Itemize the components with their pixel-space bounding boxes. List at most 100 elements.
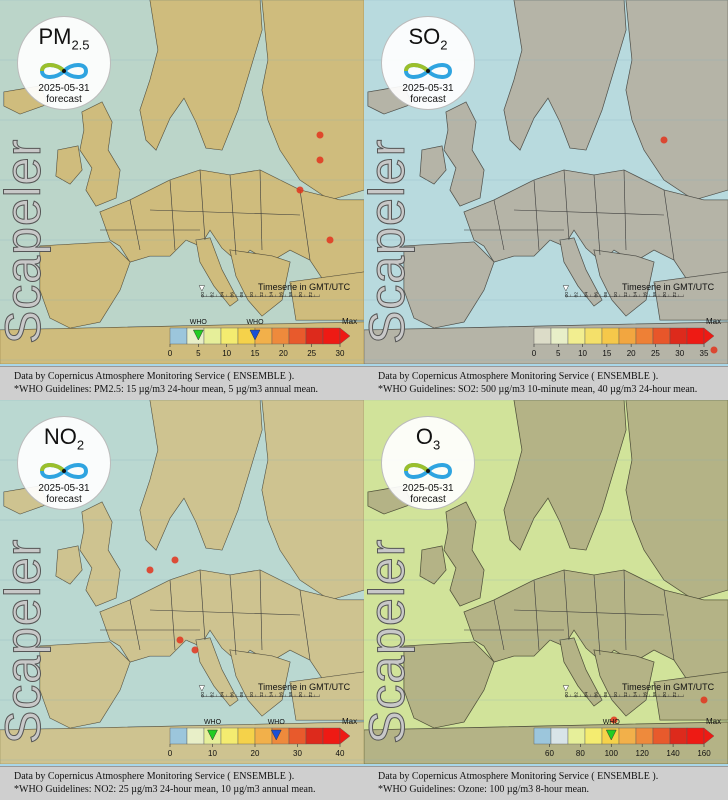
timeline-hour-label: 22	[672, 292, 678, 298]
timeline-hour-label: 22	[308, 692, 314, 698]
timeline-hour-label: 00	[564, 292, 570, 298]
who-guideline-marker	[270, 729, 282, 741]
timeline-hour-label: 12	[623, 292, 629, 298]
legend-tick-label: 35	[700, 349, 709, 358]
timeline-hour-label: 22	[308, 292, 314, 298]
land-shape	[503, 0, 627, 151]
country-border	[663, 589, 675, 661]
pollution-overlay-land	[40, 642, 130, 728]
pollution-overlay-land	[594, 250, 654, 316]
country-border	[513, 609, 665, 616]
legend-tick-label: 30	[293, 749, 302, 758]
country-border	[493, 599, 505, 651]
legend-tick-label: 140	[666, 749, 680, 758]
data-source-caption: Data by Copernicus Atmosphere Monitoring…	[0, 766, 364, 800]
current-time-marker[interactable]	[562, 285, 570, 292]
pollution-overlay-land	[404, 642, 494, 728]
timeline-slider[interactable]: 00 02 04 06 08 10 12 14 16 18 20 22	[534, 280, 714, 298]
timeline-hour-label: 20	[662, 692, 668, 698]
legend-color-bin	[635, 727, 654, 745]
pollution-overlay-land	[262, 400, 364, 600]
legend-tick-label: 5	[196, 349, 201, 358]
caption-who-line: *WHO Guidelines: NO2: 25 µg/m3 24-hour m…	[14, 784, 316, 795]
legend-color-bin	[254, 727, 273, 745]
pollutant-main: O	[415, 424, 433, 449]
current-time-marker[interactable]	[562, 685, 570, 692]
legend-tick-label: 20	[251, 749, 260, 758]
land-shape	[419, 545, 447, 585]
legend-color-bin	[550, 327, 569, 345]
forecast-label: forecast	[410, 94, 446, 106]
legend-tick-label: 160	[697, 749, 711, 758]
timeline-hour-label: 06	[593, 692, 599, 698]
current-time-marker[interactable]	[198, 685, 206, 692]
current-time-marker[interactable]	[198, 285, 206, 292]
legend-color-bin	[271, 327, 290, 345]
legend-tick-label: 0	[168, 749, 173, 758]
legend-color-bin	[237, 727, 256, 745]
who-guideline-marker	[192, 329, 204, 341]
timeline-slider[interactable]: 00 02 04 06 08 10 12 14 16 18 20 22	[170, 680, 350, 698]
legend-tick-label: 20	[279, 349, 288, 358]
forecast-date: 2025-05-31	[402, 483, 454, 495]
legend-max-label: Max	[706, 317, 721, 326]
forecast-label: forecast	[410, 494, 446, 506]
pollution-overlay-land	[464, 570, 728, 700]
hotspot	[146, 566, 154, 574]
pollution-overlay-land	[290, 672, 364, 720]
pollution-overlay-land	[420, 546, 446, 584]
legend-max-arrow	[703, 727, 715, 745]
pollution-overlay-land	[626, 0, 728, 200]
country-border	[623, 569, 627, 651]
hotspot	[610, 716, 618, 724]
legend-tick-label: 40	[336, 749, 345, 758]
pollutant-badge: SO2 2025-05-31 forecast	[381, 16, 475, 110]
timeline-hour-label: 10	[613, 692, 619, 698]
timeline-hour-label: 04	[584, 692, 590, 698]
pollutant-main: SO	[408, 24, 441, 49]
pollution-overlay-land	[230, 250, 290, 316]
country-border	[593, 174, 601, 256]
country-border	[593, 574, 601, 656]
country-border	[493, 199, 505, 251]
data-source-caption: Data by Copernicus Atmosphere Monitoring…	[364, 366, 728, 400]
pollution-overlay-land	[100, 570, 364, 700]
timeline-hour-label: 06	[593, 292, 599, 298]
forecast-date: 2025-05-31	[38, 483, 90, 495]
legend-color-bin	[686, 327, 705, 345]
pollution-overlay-land	[560, 238, 602, 306]
legend-color-bin	[669, 727, 688, 745]
timeline-slider[interactable]: 00 02 04 06 08 10 12 14 16 18 20 22	[170, 280, 350, 298]
legend-tick-label: 25	[651, 349, 660, 358]
pollutant-name: SO2	[382, 25, 474, 57]
country-border	[229, 174, 237, 256]
timeline-hour-label: 04	[220, 692, 226, 698]
europe-map[interactable]	[0, 0, 364, 364]
legend-tick-label: 20	[627, 349, 636, 358]
who-label: WHO	[204, 719, 222, 726]
panel-pm25: Scapeler PM2.5 2025-05-31 forecast Timeserie…	[0, 0, 364, 400]
forecast-date: 2025-05-31	[402, 83, 454, 95]
legend-color-bin	[288, 327, 307, 345]
legend-color-bin	[652, 327, 671, 345]
timeline-hour-label: 16	[642, 692, 648, 698]
legend-color-bin	[322, 327, 341, 345]
who-label: WHO	[190, 319, 208, 326]
timeline-hour-label: 14	[633, 692, 639, 698]
timeline-hour-label: 02	[210, 692, 216, 698]
country-border	[533, 179, 540, 251]
legend-color-bin	[169, 727, 188, 745]
infinity-logo-icon	[403, 463, 453, 480]
timeline-hour-label: 04	[220, 292, 226, 298]
pollutant-badge: O3 2025-05-31 forecast	[381, 416, 475, 510]
legend-color-bin	[652, 727, 671, 745]
land-shape	[625, 400, 728, 601]
caption-who-line: *WHO Guidelines: Ozone: 100 µg/m3 8-hour…	[378, 784, 589, 795]
scapeler-watermark: Scapeler	[364, 538, 416, 744]
country-border	[513, 209, 665, 216]
pollution-overlay-land	[196, 238, 238, 306]
panel-so2: Scapeler SO2 2025-05-31 forecast Timeserie i…	[364, 0, 728, 400]
legend-color-bin	[169, 327, 188, 345]
legend-tick-label: 100	[605, 749, 619, 758]
timeline-slider[interactable]: 00 02 04 06 08 10 12 14 16 18 20 22	[534, 680, 714, 698]
